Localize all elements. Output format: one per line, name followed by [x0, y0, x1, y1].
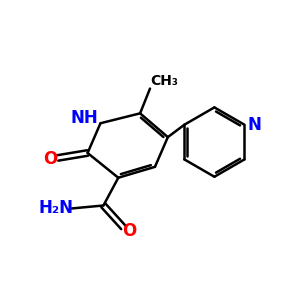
Text: CH₃: CH₃ [150, 74, 178, 88]
Text: NH: NH [71, 109, 98, 127]
Text: N: N [248, 116, 261, 134]
Text: O: O [122, 222, 136, 240]
Text: H₂N: H₂N [38, 200, 74, 217]
Text: O: O [43, 150, 57, 168]
